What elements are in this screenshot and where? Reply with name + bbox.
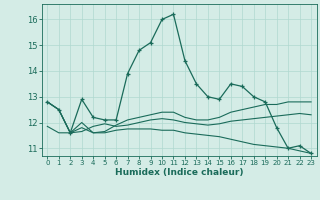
X-axis label: Humidex (Indice chaleur): Humidex (Indice chaleur) (115, 168, 244, 177)
